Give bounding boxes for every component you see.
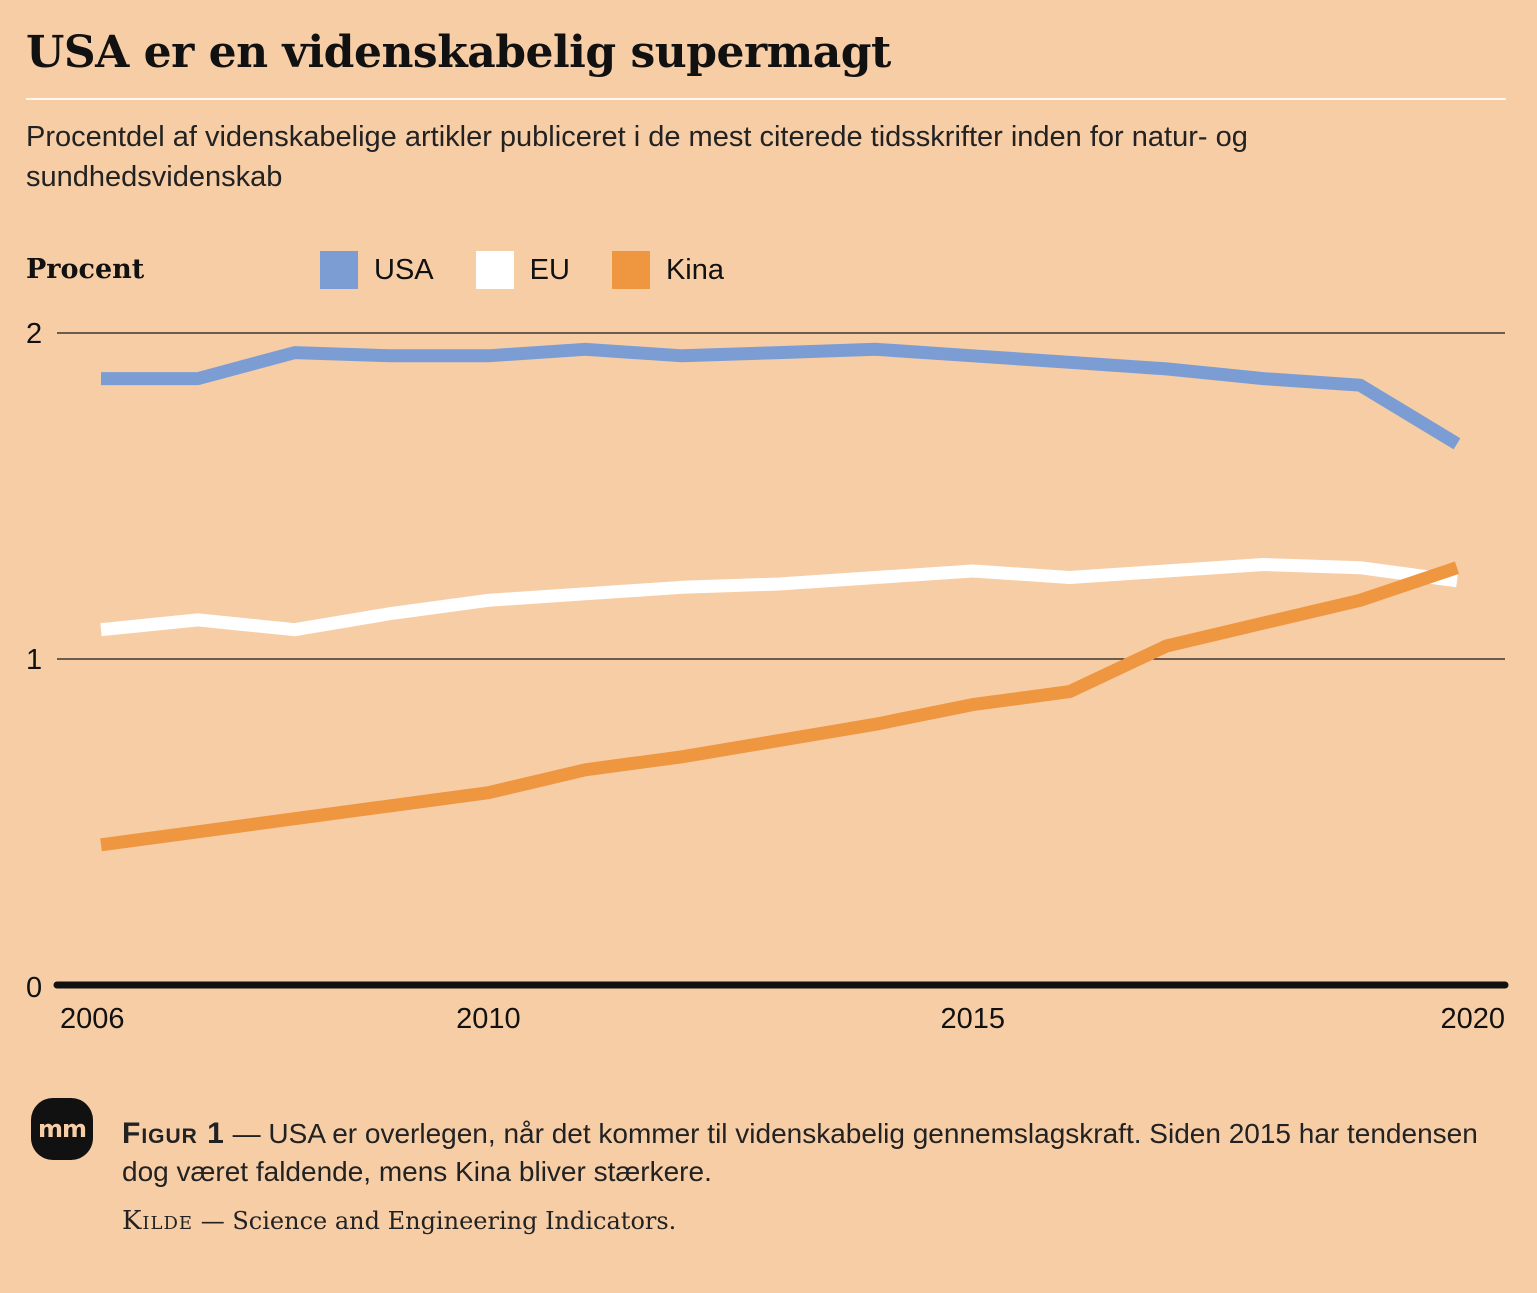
legend-swatch-usa — [320, 251, 358, 289]
legend-swatch-eu — [475, 251, 514, 289]
source-label: Kilde — [122, 1206, 194, 1236]
chart-title: USA er en videnskabelig supermagt — [26, 27, 891, 78]
legend-label-usa: USA — [374, 254, 434, 286]
chart-subtitle: Procentdel af videnskabelige artikler pu… — [26, 121, 1248, 193]
figure-caption: Figur 1 — USA er overlegen, når det komm… — [122, 1115, 1502, 1191]
mm-logo: mm — [31, 1098, 93, 1160]
source-text: Science and Engineering Indicators. — [232, 1207, 677, 1235]
series-line-kina — [100, 561, 1460, 852]
y-tick-label-1: 1 — [26, 644, 42, 676]
logo-text: mm — [37, 1115, 87, 1143]
legend-label-eu: EU — [529, 254, 570, 286]
line-chart: 0 1 2 2006 2010 2015 2020 — [26, 318, 1509, 1035]
legend-item-eu: EU — [475, 251, 570, 289]
source-note: Kilde — Science and Engineering Indicato… — [122, 1203, 676, 1239]
y-tick-label-2: 2 — [26, 318, 42, 350]
caption-dash: — — [232, 1118, 261, 1149]
y-axis-label: Procent — [26, 254, 145, 285]
legend-swatch-kina — [611, 251, 650, 289]
caption-text: USA er overlegen, når det kommer til vid… — [122, 1118, 1478, 1187]
x-tick-label-2015: 2015 — [940, 1003, 1005, 1035]
x-tick-label-2006: 2006 — [60, 1003, 125, 1035]
legend-label-kina: Kina — [665, 254, 724, 286]
x-tick-label-2020: 2020 — [1440, 1003, 1505, 1035]
axis-layer: 0 1 2 2006 2010 2015 2020 — [26, 318, 1509, 1035]
y-tick-label-0: 0 — [26, 972, 42, 1004]
series-line-usa — [101, 342, 1461, 450]
series-layer — [100, 342, 1461, 852]
x-tick-label-2010: 2010 — [456, 1003, 521, 1035]
legend-item-usa: USA — [320, 251, 434, 289]
source-dash: — — [200, 1207, 225, 1235]
series-line-eu — [100, 558, 1458, 637]
figure-label: Figur 1 — [122, 1117, 225, 1150]
grid-layer — [57, 332, 1505, 660]
legend: USA EU Kina — [320, 250, 766, 290]
legend-item-kina: Kina — [611, 251, 724, 289]
title-divider — [26, 98, 1506, 100]
